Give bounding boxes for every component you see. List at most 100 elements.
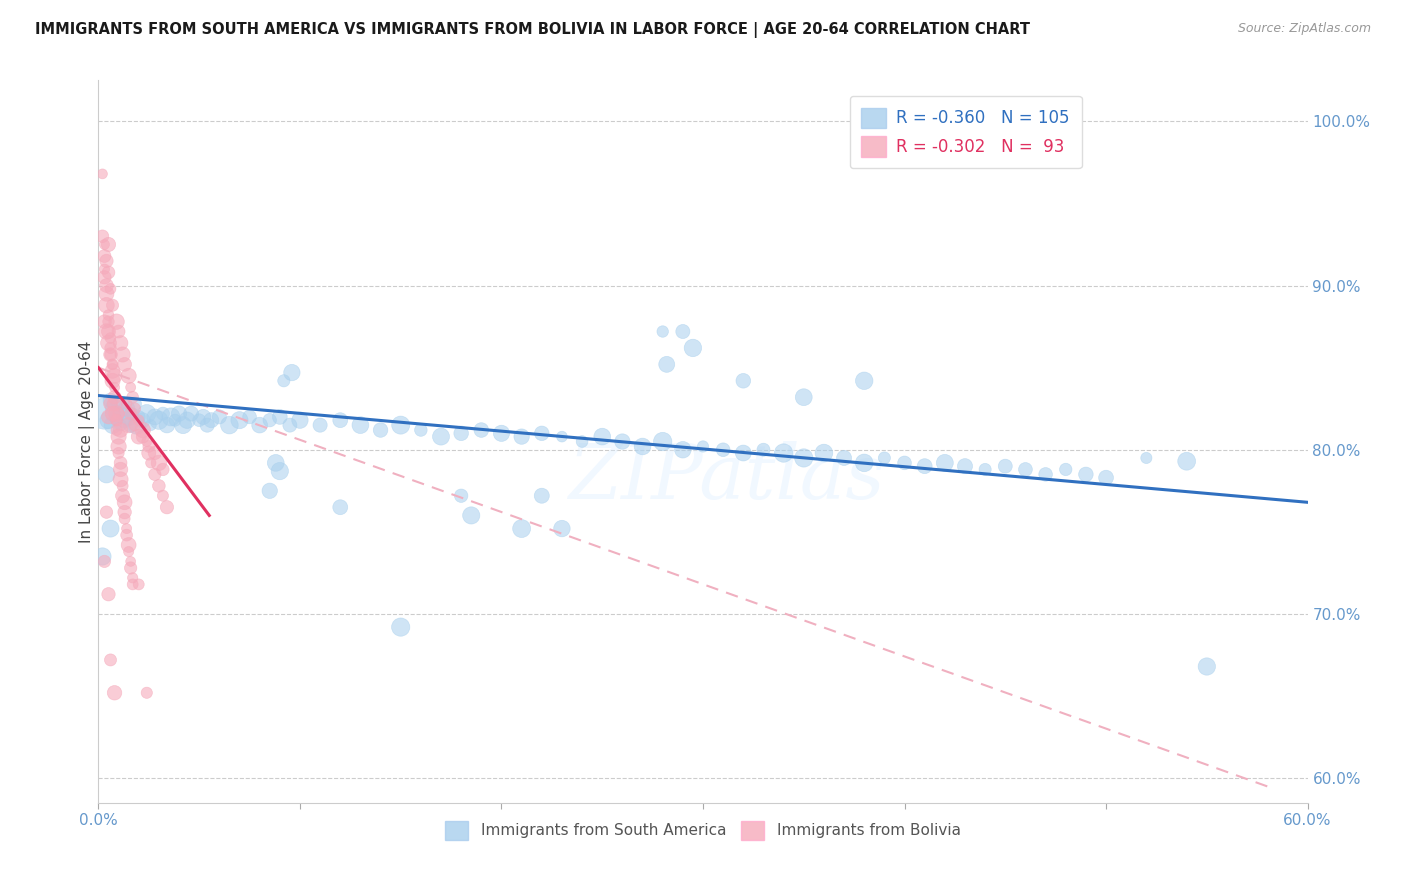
Point bbox=[470, 423, 492, 437]
Point bbox=[278, 418, 301, 433]
Point bbox=[128, 413, 150, 427]
Point bbox=[125, 418, 148, 433]
Point bbox=[97, 413, 120, 427]
Point bbox=[172, 418, 194, 433]
Point bbox=[832, 450, 855, 465]
Point bbox=[510, 522, 533, 536]
Point bbox=[450, 489, 472, 503]
Point bbox=[120, 407, 142, 421]
Point bbox=[309, 418, 332, 433]
Point bbox=[103, 390, 125, 404]
Point bbox=[101, 357, 124, 371]
Point bbox=[107, 440, 129, 454]
Point bbox=[953, 459, 976, 474]
Point bbox=[101, 374, 124, 388]
Point bbox=[93, 270, 115, 285]
Point bbox=[132, 429, 155, 443]
Point bbox=[100, 341, 122, 355]
Point bbox=[813, 446, 835, 460]
Point bbox=[97, 587, 120, 601]
Point bbox=[228, 413, 250, 427]
Point bbox=[1035, 467, 1057, 482]
Point bbox=[93, 249, 115, 263]
Point bbox=[163, 413, 186, 427]
Point bbox=[530, 489, 553, 503]
Point bbox=[651, 434, 673, 449]
Point bbox=[101, 407, 124, 421]
Point bbox=[128, 409, 150, 424]
Point bbox=[118, 538, 141, 552]
Point bbox=[110, 472, 132, 486]
Point bbox=[97, 325, 120, 339]
Point bbox=[100, 393, 122, 408]
Point bbox=[793, 390, 815, 404]
Point bbox=[148, 456, 170, 470]
Point bbox=[143, 409, 166, 424]
Point bbox=[491, 426, 513, 441]
Point bbox=[135, 686, 157, 700]
Point bbox=[105, 407, 128, 421]
Point bbox=[120, 561, 142, 575]
Point bbox=[389, 620, 412, 634]
Point bbox=[711, 442, 734, 457]
Point bbox=[100, 397, 122, 411]
Point bbox=[152, 489, 174, 503]
Point bbox=[107, 446, 129, 460]
Point bbox=[259, 413, 281, 427]
Point bbox=[1175, 454, 1198, 468]
Point bbox=[118, 544, 141, 558]
Point bbox=[110, 336, 132, 351]
Point bbox=[111, 407, 134, 421]
Point bbox=[121, 407, 143, 421]
Point bbox=[111, 347, 134, 361]
Point bbox=[105, 413, 128, 427]
Point bbox=[269, 409, 291, 424]
Point bbox=[96, 253, 118, 268]
Point bbox=[200, 413, 222, 427]
Point bbox=[97, 409, 120, 424]
Point bbox=[110, 418, 132, 433]
Point bbox=[264, 456, 287, 470]
Point bbox=[148, 413, 170, 427]
Point bbox=[105, 413, 128, 427]
Point bbox=[115, 401, 138, 416]
Point bbox=[370, 423, 392, 437]
Point bbox=[124, 397, 146, 411]
Point bbox=[259, 483, 281, 498]
Point bbox=[132, 423, 155, 437]
Point bbox=[1074, 467, 1097, 482]
Point bbox=[124, 401, 146, 416]
Point bbox=[655, 357, 678, 371]
Point bbox=[100, 522, 122, 536]
Point bbox=[97, 308, 120, 322]
Point bbox=[672, 442, 695, 457]
Point bbox=[107, 325, 129, 339]
Point bbox=[135, 407, 157, 421]
Point bbox=[160, 409, 183, 424]
Point bbox=[152, 407, 174, 421]
Text: Source: ZipAtlas.com: Source: ZipAtlas.com bbox=[1237, 22, 1371, 36]
Point bbox=[103, 686, 125, 700]
Point bbox=[100, 653, 122, 667]
Point bbox=[91, 549, 114, 564]
Point bbox=[96, 505, 118, 519]
Point bbox=[101, 357, 124, 371]
Point bbox=[101, 364, 124, 378]
Point bbox=[120, 554, 142, 568]
Point bbox=[105, 409, 128, 424]
Point bbox=[128, 577, 150, 591]
Point bbox=[91, 229, 114, 244]
Point bbox=[934, 456, 956, 470]
Point bbox=[430, 429, 453, 443]
Point bbox=[101, 418, 124, 433]
Point bbox=[100, 347, 122, 361]
Point bbox=[111, 479, 134, 493]
Point bbox=[530, 426, 553, 441]
Point bbox=[156, 418, 179, 433]
Point bbox=[100, 282, 122, 296]
Point bbox=[93, 237, 115, 252]
Point bbox=[510, 429, 533, 443]
Point bbox=[105, 423, 128, 437]
Point bbox=[273, 374, 295, 388]
Point bbox=[121, 571, 143, 585]
